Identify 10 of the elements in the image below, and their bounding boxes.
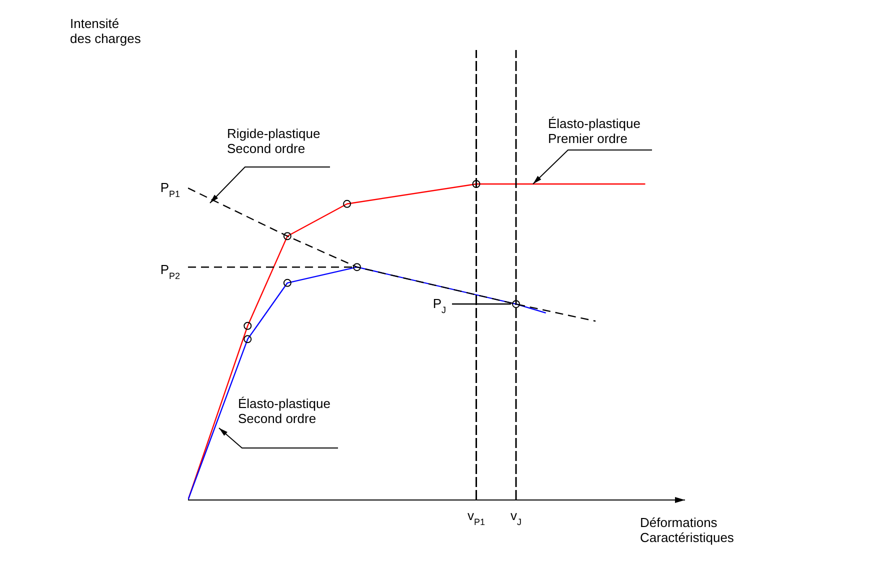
x-axis-title: Déformations Caractéristiques (640, 515, 734, 545)
text: P$_{P1}$ (160, 180, 180, 199)
text: P$_{P2}$ (160, 262, 180, 281)
text: Élasto-plastique Premier ordre (548, 116, 640, 146)
series-label: Élasto-plastique Second ordre (238, 396, 330, 426)
text: Intensité des charges (70, 16, 142, 46)
x-tick-label: v$_{J}$ (510, 508, 522, 527)
text: Rigide-plastique Second ordre (227, 126, 320, 156)
x-tick-label: v$_{P1}$ (468, 508, 486, 527)
annotation: P$_{J}$ (432, 296, 446, 315)
